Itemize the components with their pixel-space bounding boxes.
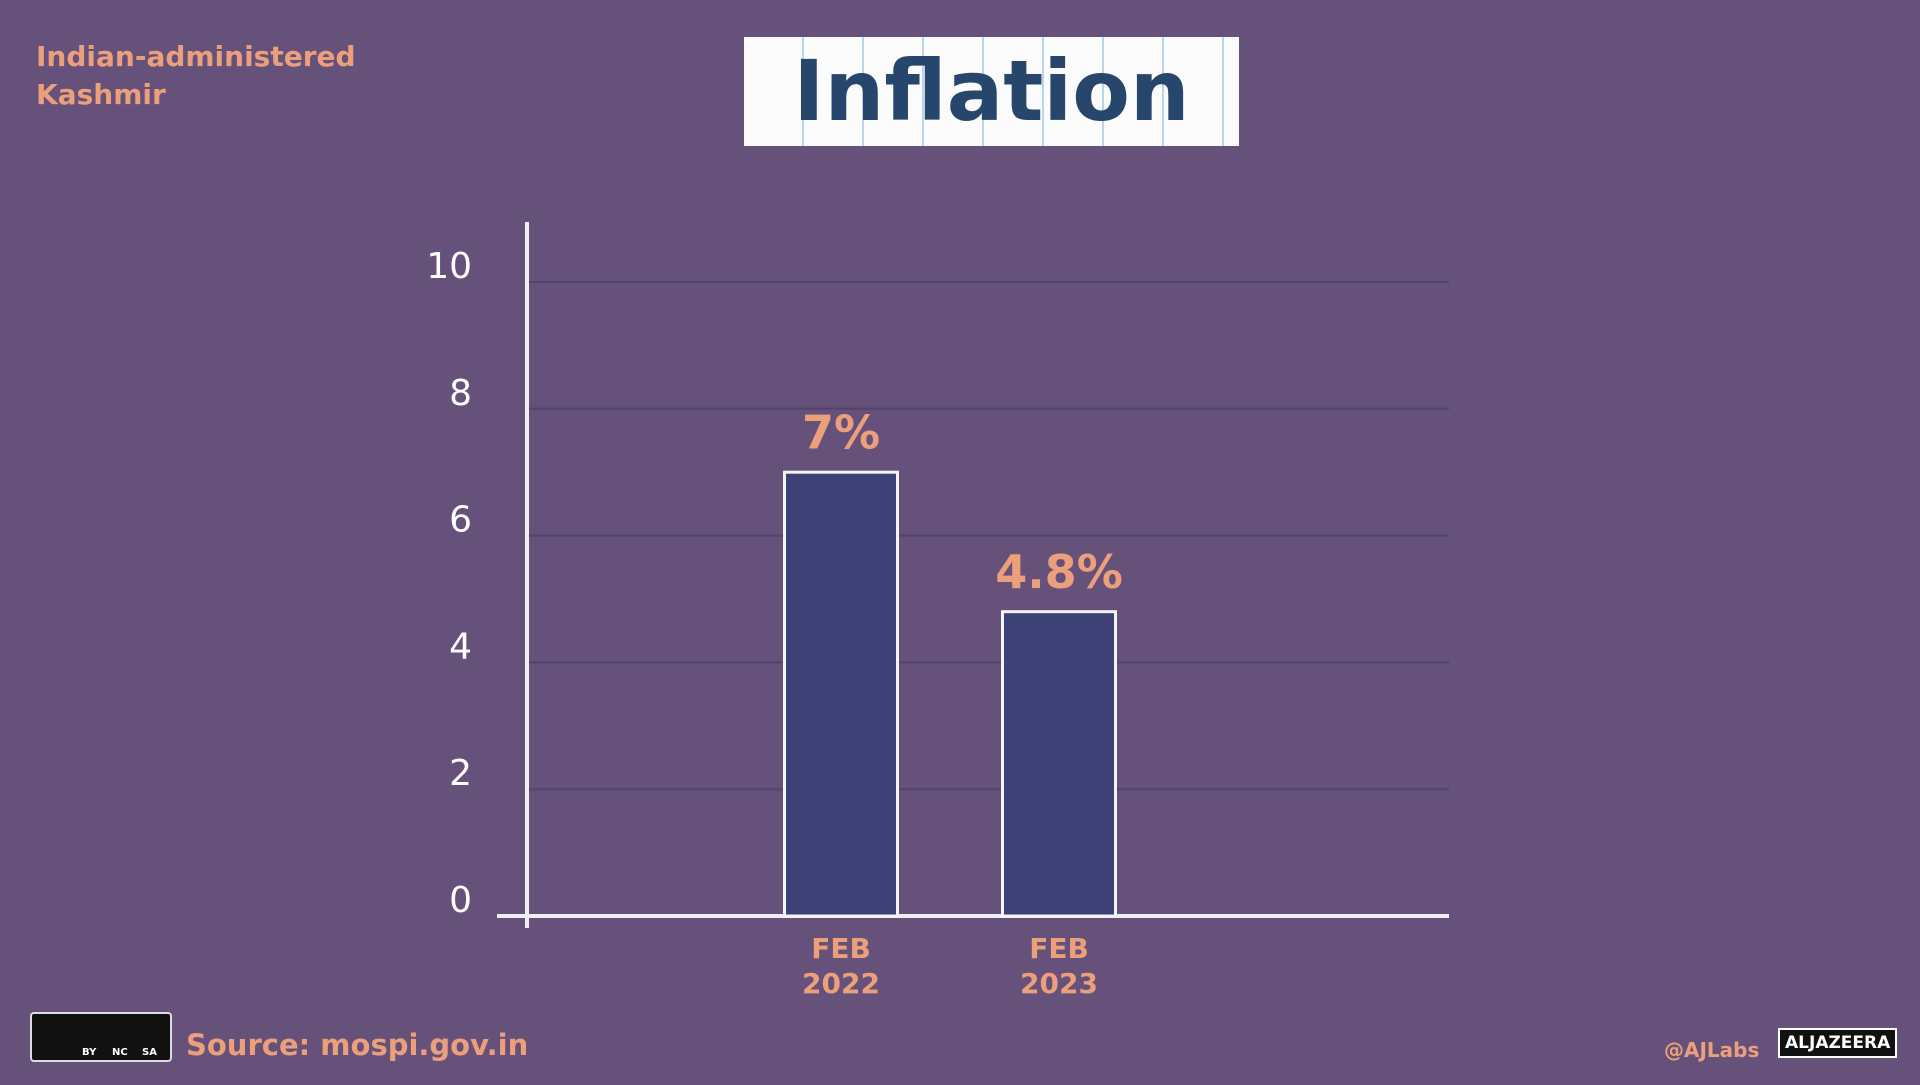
- handle: @AJLabs: [1664, 1038, 1760, 1062]
- region-label: Indian-administered Kashmir: [36, 40, 356, 111]
- brand-logo: ALJAZEERA: [1778, 1028, 1898, 1058]
- value-label: 7%: [802, 406, 880, 460]
- y-tick-label: 4: [449, 626, 472, 667]
- bar: [783, 470, 899, 918]
- source: Source: mospi.gov.in: [186, 1028, 529, 1062]
- license-text: BY: [82, 1047, 97, 1058]
- y-tick-label: 0: [449, 880, 472, 921]
- license-text: SA: [142, 1047, 157, 1058]
- y-tick-label: 6: [449, 500, 472, 541]
- license-badge: BY NC SA: [30, 1012, 172, 1062]
- y-tick-label: 8: [449, 373, 472, 414]
- y-tick-label: 2: [449, 753, 472, 794]
- title-box: Inflation: [744, 37, 1239, 146]
- bar: [1001, 610, 1117, 918]
- y-tick-label: 10: [426, 246, 472, 287]
- x-tick-label: FEB 2023: [1020, 932, 1098, 1000]
- value-label: 4.8%: [995, 545, 1123, 599]
- license-text: NC: [112, 1047, 128, 1058]
- chart-title: Inflation: [793, 42, 1190, 140]
- x-tick-label: FEB 2022: [802, 932, 880, 1000]
